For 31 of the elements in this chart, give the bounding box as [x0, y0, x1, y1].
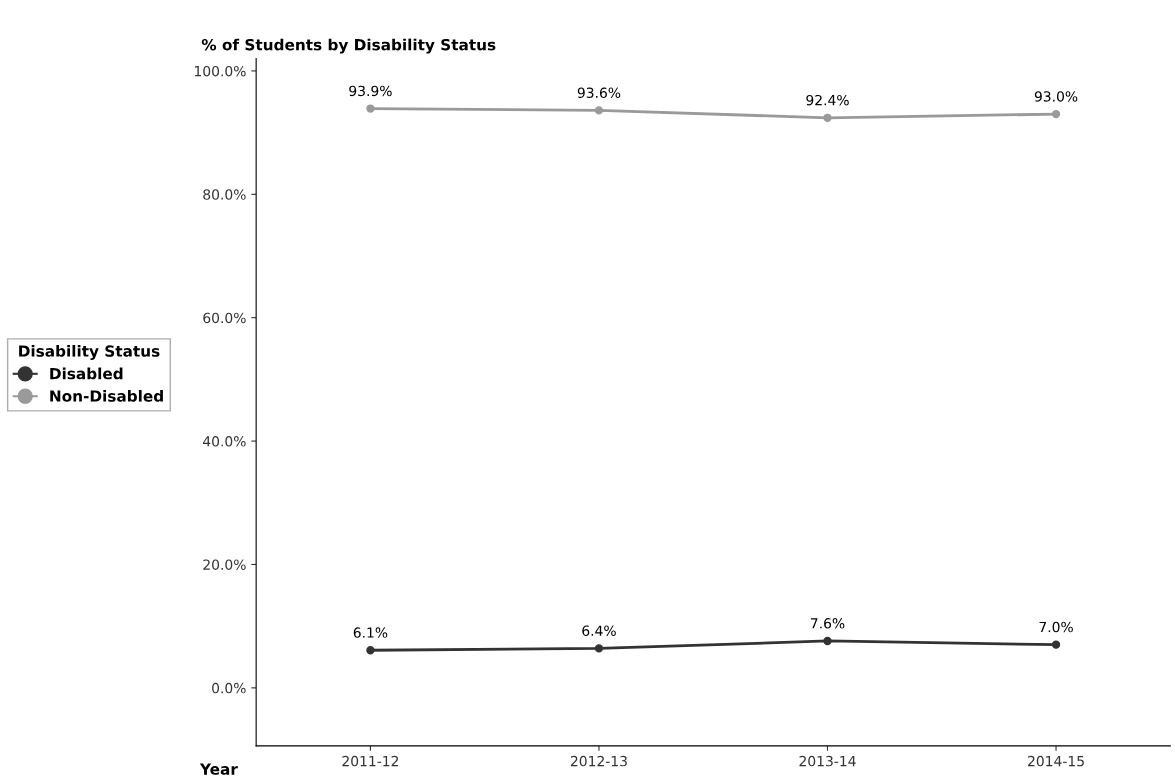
x-tick-label: 2011-12 [342, 755, 399, 767]
point [366, 646, 375, 655]
point [594, 644, 604, 653]
x-tick-label: 2013-14 [799, 755, 856, 767]
data-label: 93.6% [577, 87, 621, 98]
point [1051, 640, 1061, 649]
legend-label: Non-Disabled [50, 389, 163, 402]
chart-title: % of Students by Disability Status [201, 38, 496, 54]
x-tick-label: 2012-13 [570, 755, 627, 767]
x-axis-title: Year [199, 763, 238, 775]
x-tick-label: 2014-15 [1028, 755, 1084, 767]
data-label: 93.0% [1034, 91, 1078, 102]
data-label: 7.0% [1039, 621, 1073, 633]
y-tick-label: 0.0% [212, 682, 246, 694]
data-label: 93.9% [349, 85, 392, 97]
point [823, 113, 832, 122]
point [366, 104, 375, 113]
data-label: 6.4% [582, 625, 616, 636]
y-tick-label: 60.0% [203, 312, 246, 324]
legend-title: Disability Status [19, 345, 160, 360]
y-tick-label: 80.0% [203, 189, 246, 200]
point [1051, 109, 1061, 119]
y-tick-label: 20.0% [203, 559, 246, 570]
data-label: 7.6% [810, 618, 845, 629]
legend-label: Disabled [50, 367, 123, 380]
y-tick-label: 40.0% [202, 436, 246, 447]
y-tick-label: 100.0% [195, 65, 246, 77]
data-label: 92.4% [806, 94, 849, 106]
point [823, 636, 832, 646]
data-label: 6.1% [353, 627, 388, 638]
point [594, 106, 604, 115]
